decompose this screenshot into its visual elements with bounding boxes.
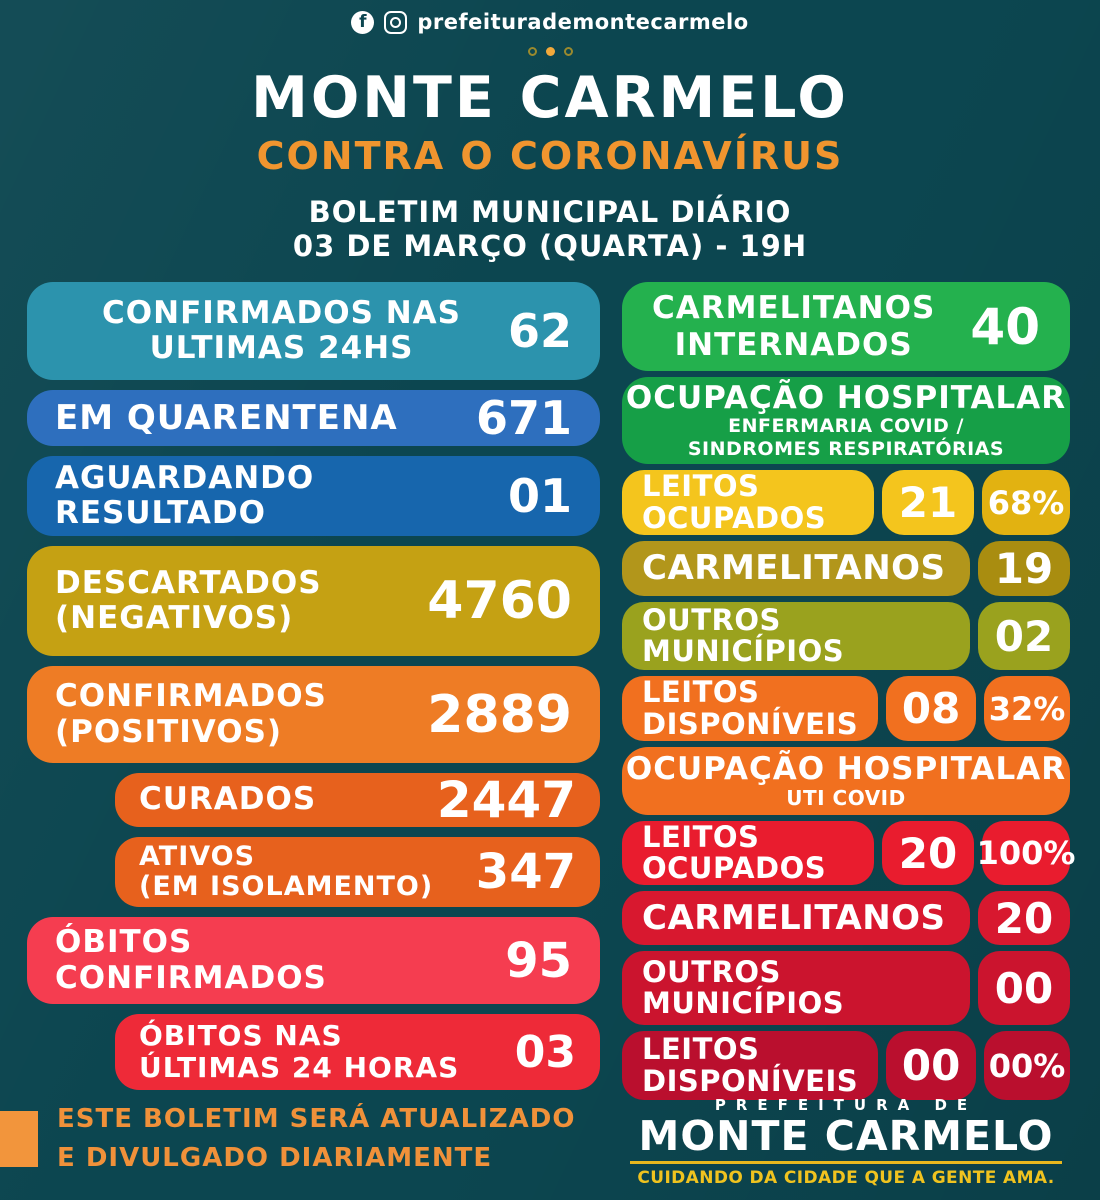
- stat-label: CURADOS: [139, 781, 317, 818]
- stat-percent: 32%: [984, 676, 1070, 741]
- prefeitura-logo: PREFEITURA DE MONTE CARMELO CUIDANDO DA …: [622, 1096, 1070, 1188]
- section-title: OCUPAÇÃO HOSPITALAR: [625, 379, 1067, 416]
- update-note: ESTE BOLETIM SERÁ ATUALIZADO E DIVULGADO…: [0, 1100, 575, 1178]
- stat-label: CONFIRMADOS NAS ULTIMAS 24HS: [102, 294, 461, 366]
- stat-label: CARMELITANOS: [622, 541, 970, 596]
- stat-value: 2447: [436, 771, 576, 829]
- row-leitos-ocupados-uti: LEITOS OCUPADOS 20 100%: [622, 821, 1075, 885]
- row-carmelitanos-enfermaria: CARMELITANOS 19: [622, 541, 1070, 596]
- carousel-dots: [0, 47, 1100, 56]
- stat-confirmados-24h: CONFIRMADOS NAS ULTIMAS 24HS 62: [27, 282, 600, 380]
- note-text: ESTE BOLETIM SERÁ ATUALIZADO E DIVULGADO…: [57, 1104, 576, 1173]
- section-ocupacao-enfermaria: OCUPAÇÃO HOSPITALAR ENFERMARIA COVID / S…: [622, 377, 1070, 464]
- carousel-dot-active: [545, 47, 555, 56]
- carousel-dot: [563, 47, 573, 56]
- stats-column-left: CONFIRMADOS NAS ULTIMAS 24HS 62 EM QUAREN…: [27, 282, 600, 1090]
- logo-top-text: PREFEITURA DE: [714, 1095, 978, 1114]
- section-subtitle: UTI COVID: [786, 786, 906, 811]
- page-subtitle: CONTRA O CORONAVÍRUS: [256, 134, 844, 178]
- bulletin-title: BOLETIM MUNICIPAL DIÁRIO: [308, 195, 792, 229]
- stat-ativos-isolamento: ATIVOS (EM ISOLAMENTO) 347: [115, 837, 600, 907]
- stat-label: LEITOS DISPONÍVEIS: [622, 676, 879, 741]
- stats-column-right: CARMELITANOS INTERNADOS 40 OCUPAÇÃO HOSPI…: [622, 282, 1075, 1100]
- stat-percent: 100%: [977, 821, 1075, 885]
- stat-percent: 00%: [984, 1031, 1070, 1100]
- logo-underline: [630, 1161, 1062, 1164]
- stat-value: 4760: [427, 571, 572, 631]
- stat-label: AGUARDANDO RESULTADO: [55, 459, 315, 531]
- section-subtitle: ENFERMARIA COVID /: [728, 414, 964, 437]
- stat-value: 01: [507, 469, 572, 523]
- section-ocupacao-uti: OCUPAÇÃO HOSPITALAR UTI COVID: [622, 747, 1070, 815]
- row-leitos-ocupados-enfermaria: LEITOS OCUPADOS 21 68%: [622, 470, 1070, 535]
- stat-value: 00: [978, 951, 1070, 1025]
- stat-obitos-24h: ÓBITOS NAS ÚLTIMAS 24 HORAS 03: [115, 1014, 600, 1090]
- stat-value: 95: [505, 932, 572, 989]
- bulletin-heading: BOLETIM MUNICIPAL DIÁRIO 03 DE MARÇO (QU…: [0, 195, 1100, 263]
- stat-confirmados-positivos: CONFIRMADOS (POSITIVOS) 2889: [27, 666, 600, 763]
- stat-value: 02: [978, 602, 1070, 670]
- social-handle: prefeiturademontecarmelo: [417, 10, 749, 34]
- stat-value: 08: [886, 676, 977, 741]
- stat-value: 2889: [427, 684, 572, 745]
- carousel-dot: [527, 47, 537, 56]
- stat-value: 21: [882, 470, 974, 535]
- row-carmelitanos-uti: CARMELITANOS 20: [622, 891, 1070, 945]
- stat-curados: CURADOS 2447: [115, 771, 600, 829]
- stat-obitos-confirmados: ÓBITOS CONFIRMADOS 95: [27, 917, 600, 1004]
- note-accent-bar: [0, 1111, 38, 1167]
- stat-label: DESCARTADOS (NEGATIVOS): [55, 564, 322, 636]
- stat-value: 20: [978, 891, 1070, 945]
- stat-label: LEITOS OCUPADOS: [622, 821, 874, 885]
- stat-label: OUTROS MUNICÍPIOS: [622, 951, 970, 1025]
- stat-value: 03: [514, 1026, 576, 1078]
- row-outros-municipios-enfermaria: OUTROS MUNICÍPIOS 02: [622, 602, 1070, 670]
- page-title: MONTE CARMELO: [251, 65, 849, 131]
- stat-value: 671: [475, 391, 572, 445]
- stat-label: ÓBITOS CONFIRMADOS: [55, 924, 327, 996]
- stat-aguardando-resultado: AGUARDANDO RESULTADO 01: [27, 456, 600, 536]
- section-subtitle: SINDROMES RESPIRATÓRIAS: [687, 437, 1005, 460]
- row-outros-municipios-uti: OUTROS MUNICÍPIOS 00: [622, 951, 1070, 1025]
- stat-label: EM QUARENTENA: [55, 397, 398, 438]
- row-leitos-disponiveis-enfermaria: LEITOS DISPONÍVEIS 08 32%: [622, 676, 1070, 741]
- logo-name: MONTE CARMELO: [638, 1111, 1054, 1160]
- stat-value: 19: [978, 541, 1070, 596]
- stat-label: CONFIRMADOS (POSITIVOS): [55, 678, 327, 750]
- section-title: OCUPAÇÃO HOSPITALAR: [625, 750, 1067, 787]
- stat-label: CARMELITANOS: [622, 891, 970, 945]
- stat-value: 20: [882, 821, 974, 885]
- stat-value: 40: [970, 297, 1040, 356]
- logo-tagline: CUIDANDO DA CIDADE QUE A GENTE AMA.: [637, 1168, 1055, 1188]
- stat-label: ÓBITOS NAS ÚLTIMAS 24 HORAS: [139, 1019, 460, 1084]
- stat-descartados: DESCARTADOS (NEGATIVOS) 4760: [27, 546, 600, 656]
- stat-label: ATIVOS (EM ISOLAMENTO): [139, 840, 434, 902]
- stat-label: LEITOS OCUPADOS: [622, 470, 874, 535]
- facebook-icon: [351, 10, 375, 34]
- bulletin-date: 03 DE MARÇO (QUARTA) - 19H: [292, 229, 808, 264]
- instagram-icon: [384, 10, 408, 34]
- stat-value: 347: [475, 844, 576, 900]
- social-bar: prefeiturademontecarmelo: [0, 0, 1100, 34]
- stat-em-quarentena: EM QUARENTENA 671: [27, 390, 600, 446]
- stat-percent: 68%: [982, 470, 1070, 535]
- row-leitos-disponiveis-uti: LEITOS DISPONÍVEIS 00 00%: [622, 1031, 1070, 1100]
- stat-label: OUTROS MUNICÍPIOS: [622, 602, 970, 670]
- stat-value: 00: [886, 1031, 977, 1100]
- stat-carmelitanos-internados: CARMELITANOS INTERNADOS 40: [622, 282, 1070, 371]
- stat-label: CARMELITANOS INTERNADOS: [652, 289, 936, 363]
- stat-value: 62: [507, 304, 572, 358]
- stat-label: LEITOS DISPONÍVEIS: [622, 1031, 879, 1100]
